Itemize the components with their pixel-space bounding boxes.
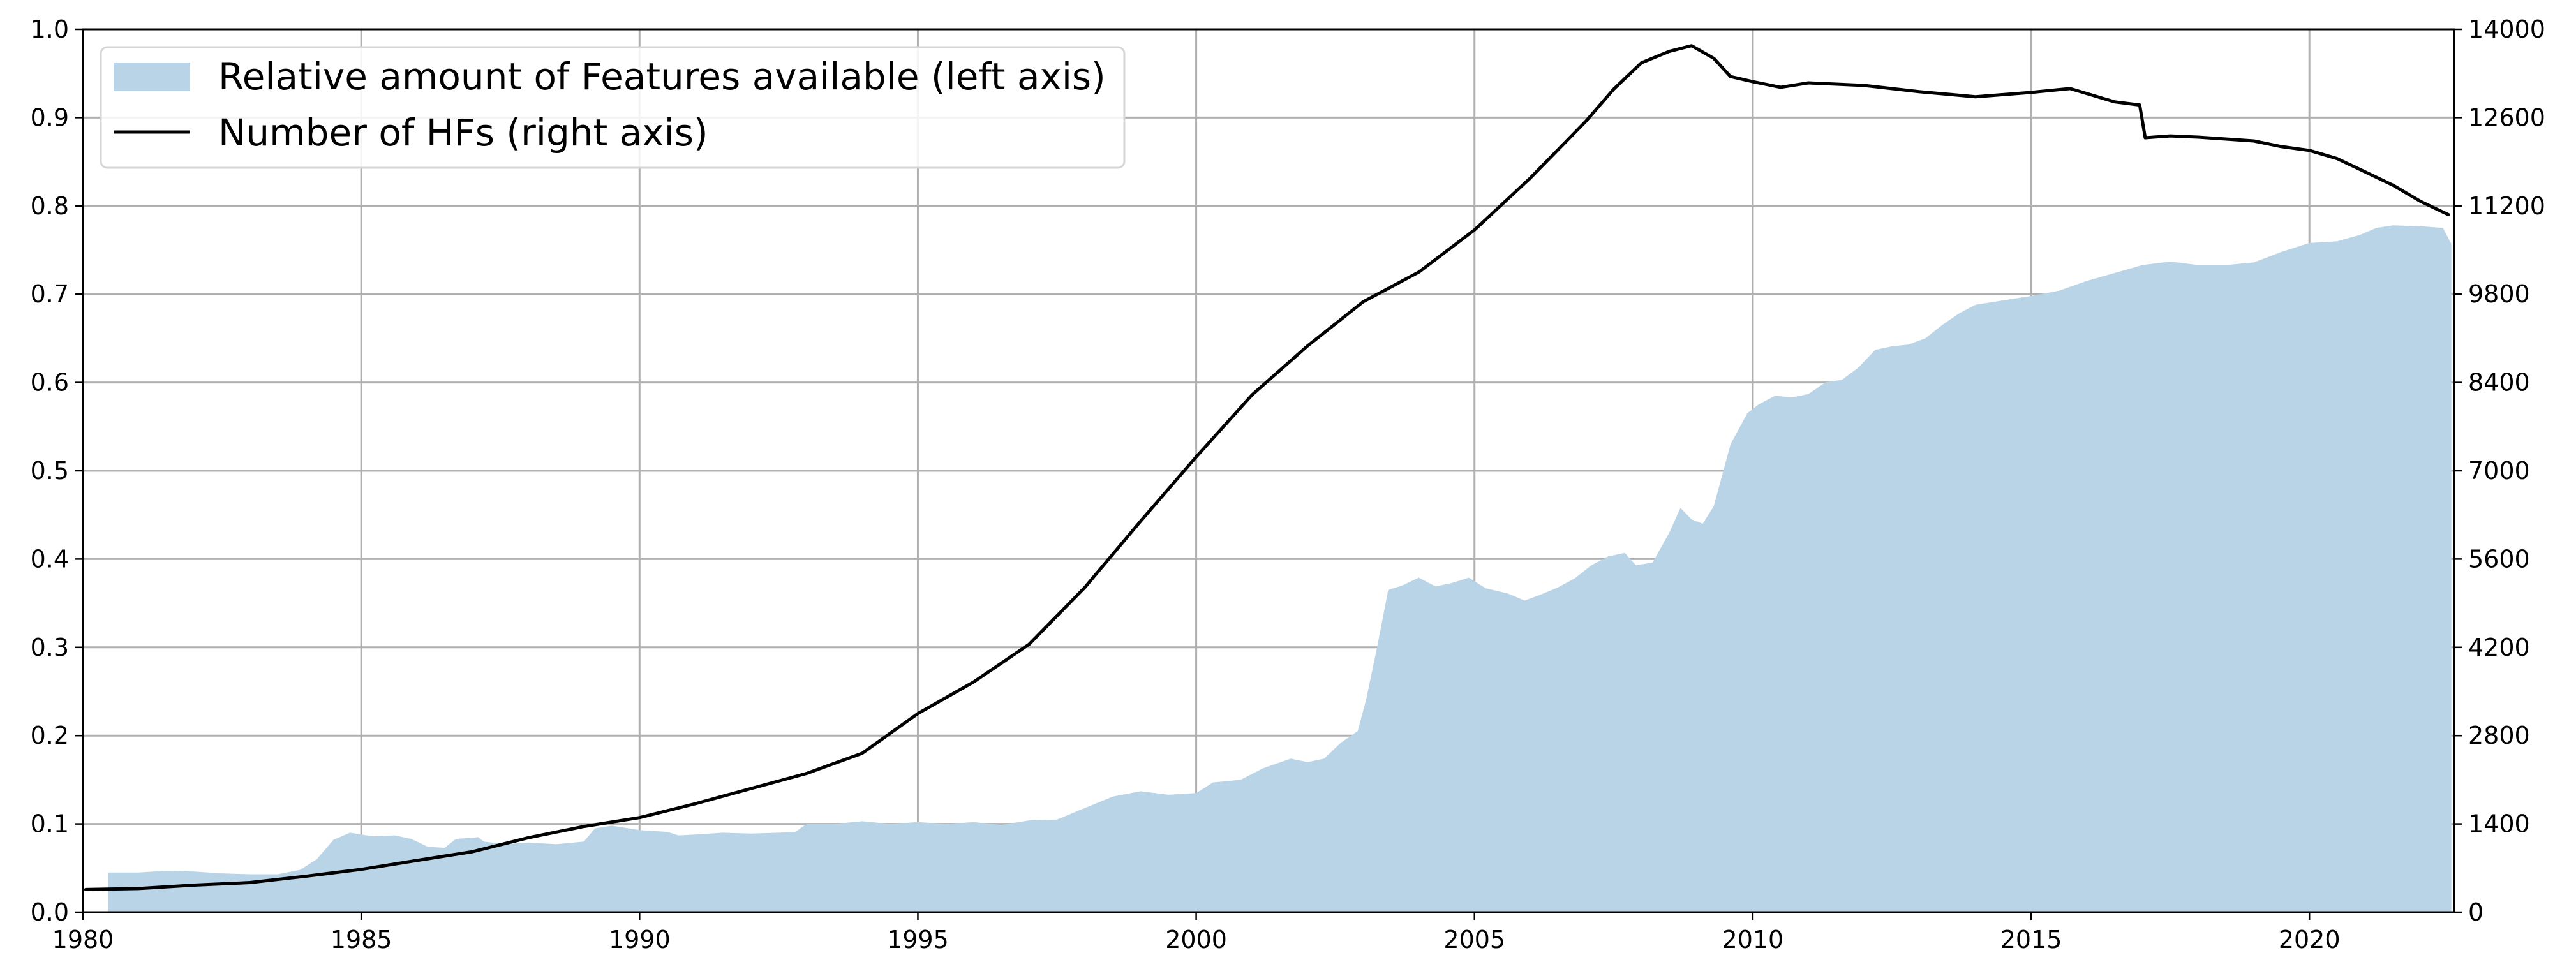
x-tick-label-2005: 2005 [1443,926,1505,954]
x-tick-label-2010: 2010 [1722,926,1784,954]
legend: Relative amount of Features available (l… [100,46,1126,169]
legend-swatch-area [114,63,190,91]
legend-label-area: Relative amount of Features available (l… [218,55,1106,98]
y-tick-label-0.4: 0.4 [31,545,69,573]
y2-tick-label-0: 0 [2468,898,2483,926]
x-tick-label-1985: 1985 [331,926,392,954]
y-tick-label-0.2: 0.2 [31,721,69,750]
x-tick-label-1980: 1980 [52,926,114,954]
y2-tick-label-7000: 7000 [2468,457,2530,485]
features-area [108,225,2452,913]
y2-tick-label-12600: 12600 [2468,103,2545,131]
legend-frame [100,46,1126,169]
y-tick-label-0.6: 0.6 [31,369,69,397]
y2-tick-label-9800: 9800 [2468,280,2530,308]
plot-frame [82,28,2455,913]
y-tick-label-0.0: 0.0 [31,898,69,926]
x-tick-label-2020: 2020 [2279,926,2341,954]
hf-line-layer [84,44,2450,891]
y2-tick-label-8400: 8400 [2468,369,2530,397]
y2-tick-label-1400: 1400 [2468,810,2530,838]
features-area-layer [108,225,2452,913]
y-tick-label-0.5: 0.5 [31,457,69,485]
tick-labels: 1980 1985 1990 1995 2000 2005 2010 2015 2020 0.0 0… [31,15,2545,954]
x-tick-label-2000: 2000 [1165,926,1227,954]
axes [75,28,2462,920]
y-tick-label-0.9: 0.9 [31,103,69,131]
y-tick-label-0.7: 0.7 [31,280,69,308]
x-tick-label-1995: 1995 [887,926,949,954]
y-tick-label-0.8: 0.8 [31,192,69,220]
y-tick-label-1.0: 1.0 [31,15,69,43]
y-tick-label-0.3: 0.3 [31,633,69,662]
y-tick-label-0.1: 0.1 [31,810,69,838]
y2-tick-label-14000: 14000 [2468,15,2545,43]
y2-tick-label-2800: 2800 [2468,721,2530,750]
y2-tick-label-5600: 5600 [2468,545,2530,573]
y2-tick-label-4200: 4200 [2468,633,2530,662]
y2-tick-label-11200: 11200 [2468,192,2545,220]
x-tick-label-2015: 2015 [2000,926,2062,954]
hf-count-line [84,44,2450,891]
x-tick-label-1990: 1990 [609,926,671,954]
legend-label-line: Number of HFs (right axis) [218,111,708,154]
